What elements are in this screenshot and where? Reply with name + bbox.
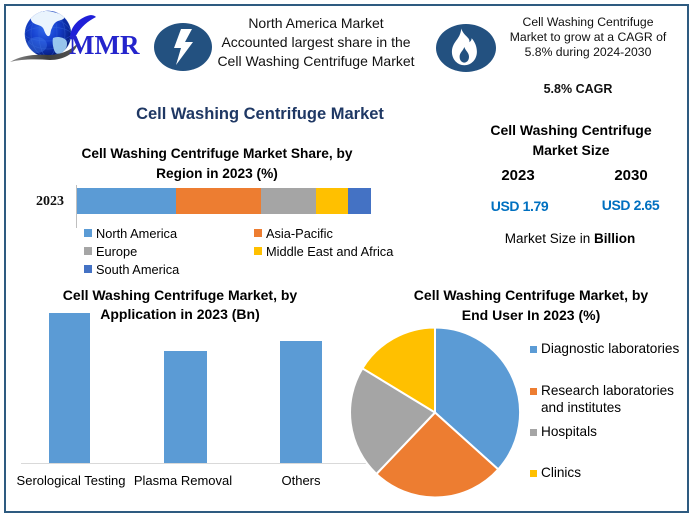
svg-text:MMR: MMR [69, 30, 140, 60]
